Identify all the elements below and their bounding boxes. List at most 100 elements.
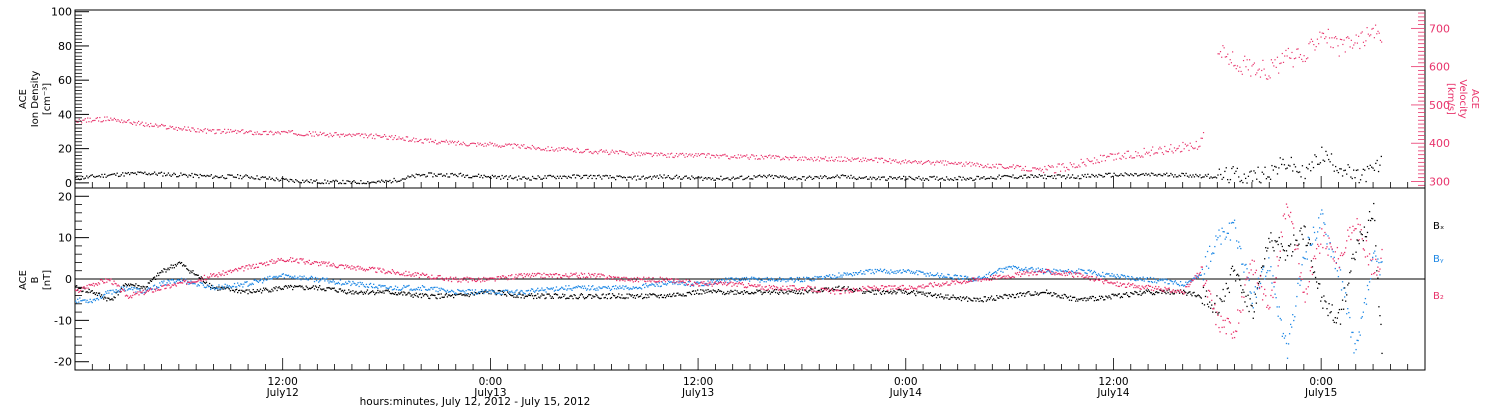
bz-point	[401, 273, 403, 275]
velocity-point	[502, 145, 504, 148]
bx-point	[173, 267, 175, 269]
density-point	[716, 177, 718, 180]
by-point	[1152, 277, 1155, 279]
by-point	[580, 287, 583, 289]
by-point	[1150, 280, 1153, 283]
by-point	[119, 289, 121, 291]
by-point	[219, 288, 221, 290]
velocity-point	[287, 132, 289, 134]
bx-point	[636, 294, 639, 296]
by-point	[634, 286, 637, 289]
velocity-point	[459, 143, 461, 146]
by-point	[130, 288, 132, 290]
by-point	[793, 281, 795, 283]
bx-point	[1364, 235, 1367, 238]
velocity-point	[1190, 145, 1193, 147]
bx-point	[754, 291, 756, 294]
velocity-point	[629, 154, 632, 156]
density-point	[804, 179, 806, 181]
density-point	[393, 177, 395, 180]
bz-point	[429, 277, 431, 279]
density-point	[775, 175, 777, 177]
velocity-point	[804, 156, 806, 158]
by-point	[1325, 233, 1327, 235]
bx-point	[318, 286, 320, 289]
density-point	[664, 177, 667, 179]
by-point	[1342, 287, 1345, 289]
velocity-point	[549, 149, 552, 152]
by-point	[596, 287, 598, 289]
bx-point	[788, 290, 790, 292]
bx-point	[244, 291, 246, 293]
bx-point	[642, 297, 644, 300]
density-point	[151, 173, 153, 175]
bx-point	[780, 289, 782, 291]
by-point	[1066, 270, 1069, 273]
by-point	[1212, 252, 1214, 254]
by-point	[468, 288, 470, 291]
bx-point	[817, 289, 819, 292]
velocity-point	[322, 132, 324, 135]
velocity-point	[128, 119, 130, 121]
bx-point	[827, 287, 830, 289]
velocity-point	[534, 147, 536, 149]
by-point	[1048, 270, 1050, 272]
by-point	[1149, 276, 1152, 279]
bx-point	[478, 292, 481, 295]
velocity-point	[563, 146, 565, 149]
by-point	[509, 291, 511, 293]
bx-point	[1014, 296, 1017, 299]
velocity-point	[1106, 156, 1108, 158]
bx-point	[226, 286, 228, 288]
bx-point	[1146, 290, 1148, 293]
bz-point	[106, 281, 108, 283]
by-point	[497, 292, 499, 294]
by-point	[287, 274, 290, 276]
density-point	[756, 176, 758, 178]
by-point	[949, 276, 951, 279]
density-point	[487, 175, 489, 178]
density-point	[1301, 165, 1304, 167]
velocity-point	[832, 159, 834, 161]
bz-point	[268, 264, 270, 266]
by-point	[161, 280, 163, 283]
density-point	[1254, 172, 1256, 174]
velocity-point	[702, 153, 704, 155]
bx-point	[669, 293, 671, 295]
bx-point	[1209, 301, 1211, 303]
velocity-point	[1355, 34, 1357, 36]
velocity-point	[188, 129, 191, 131]
bx-point	[306, 286, 308, 289]
bx-point	[572, 297, 574, 300]
by-point	[397, 289, 400, 291]
velocity-point	[488, 144, 490, 146]
density-point	[1351, 177, 1353, 180]
bx-point	[1010, 296, 1012, 298]
bx-point	[432, 294, 434, 296]
bx-point	[1143, 290, 1145, 293]
velocity-point	[423, 138, 426, 140]
velocity-point	[930, 163, 932, 165]
by-point	[1376, 260, 1378, 263]
bx-point	[633, 294, 635, 297]
velocity-point	[1176, 148, 1178, 150]
bz-point	[258, 262, 261, 265]
bx-point	[710, 290, 712, 292]
bx-point	[257, 290, 260, 292]
density-point	[1148, 173, 1150, 175]
by-point	[1136, 277, 1138, 279]
by-point	[740, 279, 742, 281]
bx-point	[281, 288, 283, 290]
bx-point	[1211, 304, 1213, 306]
bx-point	[926, 295, 928, 298]
by-point	[176, 279, 179, 281]
by-point	[224, 283, 226, 285]
bx-point	[609, 297, 612, 300]
density-point	[1224, 170, 1226, 173]
bx-point	[170, 264, 172, 266]
bx-point	[1008, 294, 1010, 296]
bx-point	[289, 284, 292, 287]
by-point	[1063, 271, 1065, 273]
density-point	[603, 175, 606, 177]
by-point	[1078, 268, 1080, 270]
